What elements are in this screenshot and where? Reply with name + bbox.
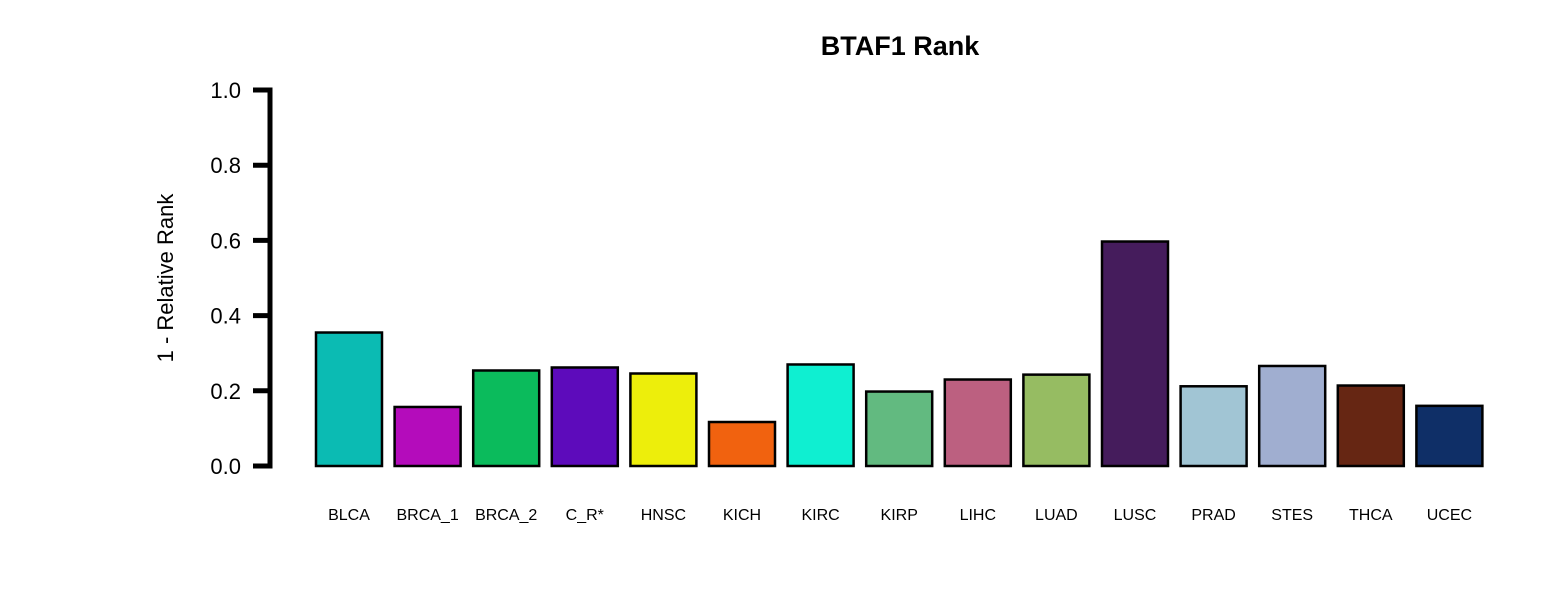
y-axis-label: 1 - Relative Rank (153, 193, 178, 363)
bar-kirp (864, 390, 934, 468)
bars-group (314, 240, 1484, 468)
x-tick-label: LIHC (960, 507, 996, 524)
x-tick-label: PRAD (1191, 507, 1235, 524)
bar-hnsc (629, 372, 698, 468)
bar-blca (314, 331, 384, 468)
y-tick-label: 0.0 (210, 454, 241, 479)
x-tick-label: LUSC (1114, 507, 1157, 524)
y-axis: 0.0 0.2 0.4 0.6 0.8 1.0 (210, 78, 273, 479)
x-tick-label: BLCA (328, 507, 370, 524)
x-tick-label: KIRP (881, 507, 918, 524)
x-tick-label: LUAD (1035, 507, 1078, 524)
x-tick-label: BRCA_2 (475, 507, 537, 524)
bar-c-r (550, 366, 620, 468)
x-tick-label: HNSC (641, 507, 686, 524)
y-tick-label: 1.0 (210, 78, 241, 103)
bar-brca-1 (393, 405, 462, 468)
y-tick-label: 0.2 (210, 379, 241, 404)
x-tick-label: STES (1271, 507, 1313, 524)
x-tick-label: KICH (723, 507, 761, 524)
bar-kich (707, 420, 777, 468)
x-tick-labels: BLCA BRCA_1 BRCA_2 C_R* HNSC KICH KIRC KIRP LIHC… (328, 507, 1472, 524)
x-tick-label: C_R* (566, 507, 604, 524)
chart-title: BTAF1 Rank (821, 31, 981, 61)
x-tick-label: THCA (1349, 507, 1393, 524)
x-tick-label: KIRC (801, 507, 839, 524)
bar-ucec (1415, 404, 1484, 468)
bar-thca (1336, 384, 1406, 468)
y-tick-label: 0.4 (210, 304, 241, 329)
y-tick-label: 0.8 (210, 153, 241, 178)
x-tick-label: BRCA_1 (396, 507, 458, 524)
bar-lusc (1100, 240, 1170, 468)
bar-luad (1022, 373, 1091, 468)
x-tick-label: UCEC (1427, 507, 1472, 524)
y-tick-label: 0.6 (210, 228, 241, 253)
bar-lihc (943, 378, 1013, 468)
bar-brca-2 (471, 369, 541, 468)
bar-kirc (786, 363, 855, 468)
bar-prad (1179, 385, 1248, 468)
bar-stes (1257, 364, 1327, 468)
